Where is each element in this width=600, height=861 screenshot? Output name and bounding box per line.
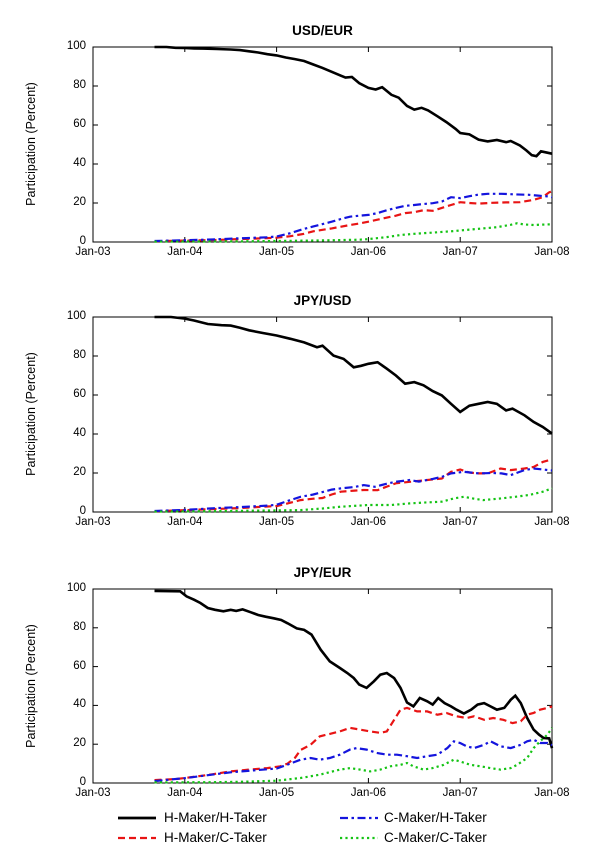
x-tick-label: Jan-05 <box>259 246 295 258</box>
y-tick-label: 20 <box>73 466 86 478</box>
y-tick-label: 60 <box>73 388 86 400</box>
legend-label-c-maker-c-taker: C-Maker/C-Taker <box>384 830 487 845</box>
x-tick-label: Jan-04 <box>167 246 203 258</box>
y-tick-label: 100 <box>66 582 86 594</box>
series-line-H-Maker/C-Taker <box>154 458 553 513</box>
x-tick-label: Jan-08 <box>534 787 570 799</box>
x-tick-label: Jan-04 <box>167 787 203 799</box>
axes-box-USD/EUR <box>92 46 553 243</box>
series-line-H-Maker/C-Taker <box>154 705 553 782</box>
y-tick-label: 60 <box>73 659 86 672</box>
series-line-H-Maker/H-Taker <box>154 45 553 158</box>
x-tick-label: Jan-06 <box>350 787 386 799</box>
y-axis-label-jpy-eur: Participation (Percent) <box>24 624 38 748</box>
x-tick-label: Jan-07 <box>442 516 478 528</box>
subplot-title-usd-eur: USD/EUR <box>292 23 353 38</box>
x-tick-label: Jan-07 <box>442 787 478 799</box>
y-tick-label: 0 <box>79 235 86 247</box>
y-tick-label: 40 <box>73 698 86 711</box>
x-tick-label: Jan-08 <box>534 246 570 258</box>
y-axis-label-usd-eur: Participation (Percent) <box>24 82 38 206</box>
x-tick-label: Jan-05 <box>259 516 295 528</box>
x-tick-label: Jan-06 <box>350 516 386 528</box>
x-tick-label: Jan-07 <box>442 246 478 258</box>
x-tick-label: Jan-03 <box>75 516 111 528</box>
series-line-C-Maker/C-Taker <box>154 487 553 513</box>
y-tick-label: 20 <box>73 737 86 750</box>
y-tick-label: 100 <box>66 310 86 322</box>
legend-label-h-maker-h-taker: H-Maker/H-Taker <box>164 810 267 825</box>
x-tick-label: Jan-04 <box>167 516 203 528</box>
legend-label-c-maker-h-taker: C-Maker/H-Taker <box>384 810 487 825</box>
axes-box-JPY/EUR <box>92 588 553 784</box>
series-line-C-Maker/H-Taker <box>154 467 553 513</box>
series-line-C-Maker/H-Taker <box>154 192 553 243</box>
series-line-H-Maker/C-Taker <box>154 190 553 243</box>
series-line-H-Maker/H-Taker <box>154 315 553 435</box>
x-tick-label: Jan-06 <box>350 246 386 258</box>
subplot-title-jpy-usd: JPY/USD <box>293 293 352 308</box>
subplot-title-jpy-eur: JPY/EUR <box>293 565 352 580</box>
y-tick-label: 40 <box>73 427 86 439</box>
series-line-C-Maker/C-Taker <box>154 222 553 243</box>
x-tick-label: Jan-08 <box>534 516 570 528</box>
y-tick-label: 40 <box>73 157 86 169</box>
legend-label-h-maker-c-taker: H-Maker/C-Taker <box>164 830 267 845</box>
y-tick-label: 60 <box>73 118 86 130</box>
x-tick-label: Jan-03 <box>75 787 111 799</box>
series-line-C-Maker/H-Taker <box>154 738 553 783</box>
x-tick-label: Jan-05 <box>259 787 295 799</box>
y-tick-label: 0 <box>79 776 86 788</box>
y-tick-label: 0 <box>79 505 86 517</box>
axes-box-JPY/USD <box>92 316 553 513</box>
y-tick-label: 20 <box>73 196 86 208</box>
y-tick-label: 80 <box>73 79 86 91</box>
y-axis-label-jpy-usd: Participation (Percent) <box>24 352 38 476</box>
y-tick-label: 100 <box>66 40 86 52</box>
y-tick-label: 80 <box>73 349 86 361</box>
x-tick-label: Jan-03 <box>75 246 111 258</box>
y-tick-label: 80 <box>73 620 86 633</box>
series-line-H-Maker/H-Taker <box>154 589 554 749</box>
